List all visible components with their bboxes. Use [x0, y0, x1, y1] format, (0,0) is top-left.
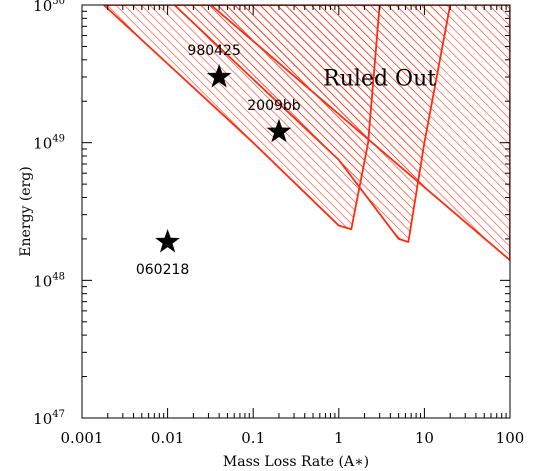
data-point-star — [266, 118, 292, 143]
region-label: Ruled Out — [323, 67, 436, 92]
x-tick-label: 10 — [415, 429, 434, 447]
x-tick-label: 100 — [496, 429, 525, 447]
data-point-star — [155, 228, 180, 253]
x-axis-title: Mass Loss Rate (A∗) — [223, 454, 369, 470]
x-tick-label: 1 — [334, 429, 344, 447]
data-point-star — [206, 63, 232, 88]
point-label: 2009bb — [247, 98, 301, 114]
plot-frame — [81, 4, 511, 419]
ruled-out-region-3 — [209, 5, 510, 262]
point-label: 980425 — [187, 43, 240, 59]
y-tick-label: 1049 — [33, 134, 65, 153]
x-tick-label: 0.1 — [241, 429, 265, 447]
y-tick-label: 1048 — [33, 271, 65, 290]
point-label: 060218 — [136, 262, 189, 278]
y-axis-title: Energy (erg) — [18, 166, 34, 256]
ruled-out-regions — [102, 5, 510, 262]
x-tick-label: 0.001 — [61, 429, 104, 447]
data-points: 980425 2009bb 060218 — [136, 43, 301, 278]
x-tick-label: 0.01 — [151, 429, 184, 447]
y-tick-label: 1047 — [33, 409, 65, 428]
tick-labels: 0.001 0.01 0.1 1 10 100 1047 1048 1049 1050 — [33, 0, 524, 447]
axis-ticks — [81, 4, 511, 419]
y-tick-label: 1050 — [33, 0, 65, 15]
